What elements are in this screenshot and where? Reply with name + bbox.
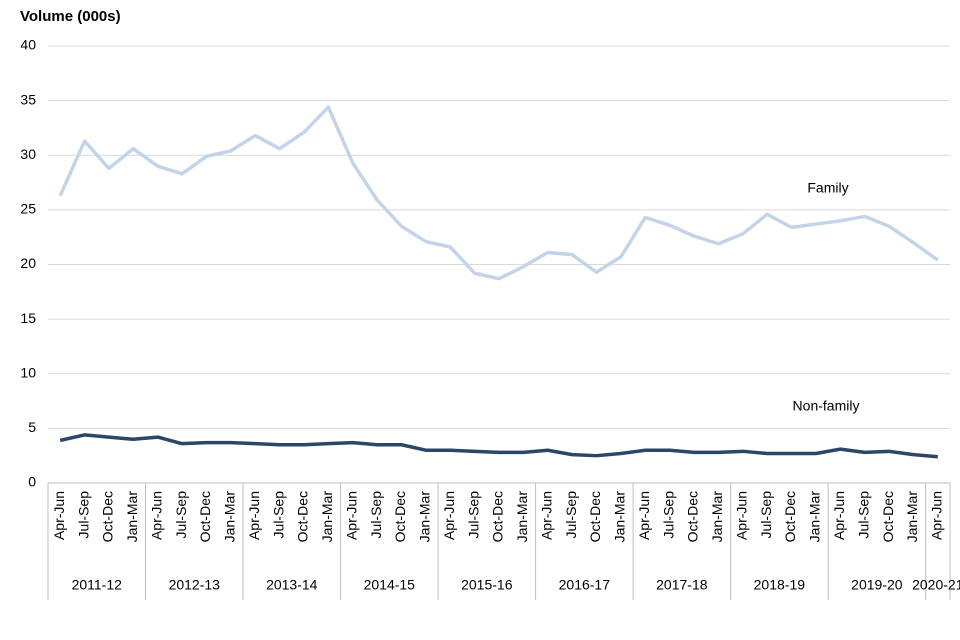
x-tick-label: Jan-Mar (612, 491, 628, 543)
y-tick-label: 15 (20, 310, 36, 326)
series-line (58, 105, 939, 281)
y-axis-label: Volume (000s) (20, 8, 121, 25)
x-tick-label: Jul-Sep (563, 491, 579, 539)
x-tick-label: Oct-Dec (685, 491, 701, 542)
x-tick-label: Jan-Mar (514, 491, 530, 543)
x-tick-label: Jan-Mar (807, 491, 823, 543)
x-tick-label: Jul-Sep (660, 491, 676, 539)
x-tick-label: Jan-Mar (904, 491, 920, 543)
series-label: Family (807, 180, 848, 196)
group-label: 2019-20 (851, 577, 903, 593)
x-tick-label: Oct-Dec (100, 491, 116, 542)
x-tick-label: Apr-Jun (831, 491, 847, 540)
group-label: 2014-15 (364, 577, 416, 593)
x-tick-label: Jan-Mar (709, 491, 725, 543)
group-label: 2016-17 (559, 577, 611, 593)
x-tick-label: Apr-Jun (733, 491, 749, 540)
x-tick-label: Oct-Dec (392, 491, 408, 542)
x-tick-label: Apr-Jun (246, 491, 262, 540)
x-tick-label: Apr-Jun (148, 491, 164, 540)
group-label: 2020-21 (912, 577, 960, 593)
group-label: 2011-12 (72, 577, 123, 593)
x-tick-label: Oct-Dec (197, 491, 213, 542)
y-tick-label: 20 (20, 255, 36, 271)
x-tick-label: Apr-Jun (538, 491, 554, 540)
x-tick-label: Jan-Mar (417, 491, 433, 543)
group-label: 2017-18 (656, 577, 708, 593)
y-tick-label: 30 (20, 146, 36, 162)
x-tick-label: Jul-Sep (758, 491, 774, 539)
group-label: 2018-19 (754, 577, 806, 593)
x-tick-label: Apr-Jun (636, 491, 652, 540)
x-tick-label: Jan-Mar (319, 491, 335, 543)
x-tick-label: Oct-Dec (490, 491, 506, 542)
x-tick-label: Oct-Dec (295, 491, 311, 542)
x-tick-label: Apr-Jun (929, 491, 945, 540)
group-label: 2012-13 (169, 577, 221, 593)
x-tick-label: Apr-Jun (51, 491, 67, 540)
x-tick-label: Jul-Sep (270, 491, 286, 539)
series-line (59, 433, 938, 459)
group-label: 2013-14 (266, 577, 318, 593)
x-tick-label: Jan-Mar (124, 491, 140, 543)
y-tick-label: 5 (28, 419, 36, 435)
y-tick-label: 10 (20, 364, 36, 380)
x-tick-label: Jul-Sep (75, 491, 91, 539)
x-tick-label: Oct-Dec (782, 491, 798, 542)
x-tick-label: Jul-Sep (465, 491, 481, 539)
group-label: 2015-16 (461, 577, 513, 593)
x-tick-label: Jan-Mar (222, 491, 238, 543)
y-tick-label: 40 (20, 37, 36, 53)
y-tick-label: 35 (20, 91, 36, 107)
x-tick-label: Apr-Jun (441, 491, 457, 540)
series-label: Non-family (793, 398, 860, 414)
x-tick-label: Jul-Sep (173, 491, 189, 539)
y-tick-label: 25 (20, 201, 36, 217)
x-tick-label: Apr-Jun (343, 491, 359, 540)
x-tick-label: Oct-Dec (880, 491, 896, 542)
x-tick-label: Oct-Dec (587, 491, 603, 542)
x-tick-label: Jul-Sep (855, 491, 871, 539)
x-tick-label: Jul-Sep (368, 491, 384, 539)
y-tick-label: 0 (28, 474, 36, 490)
